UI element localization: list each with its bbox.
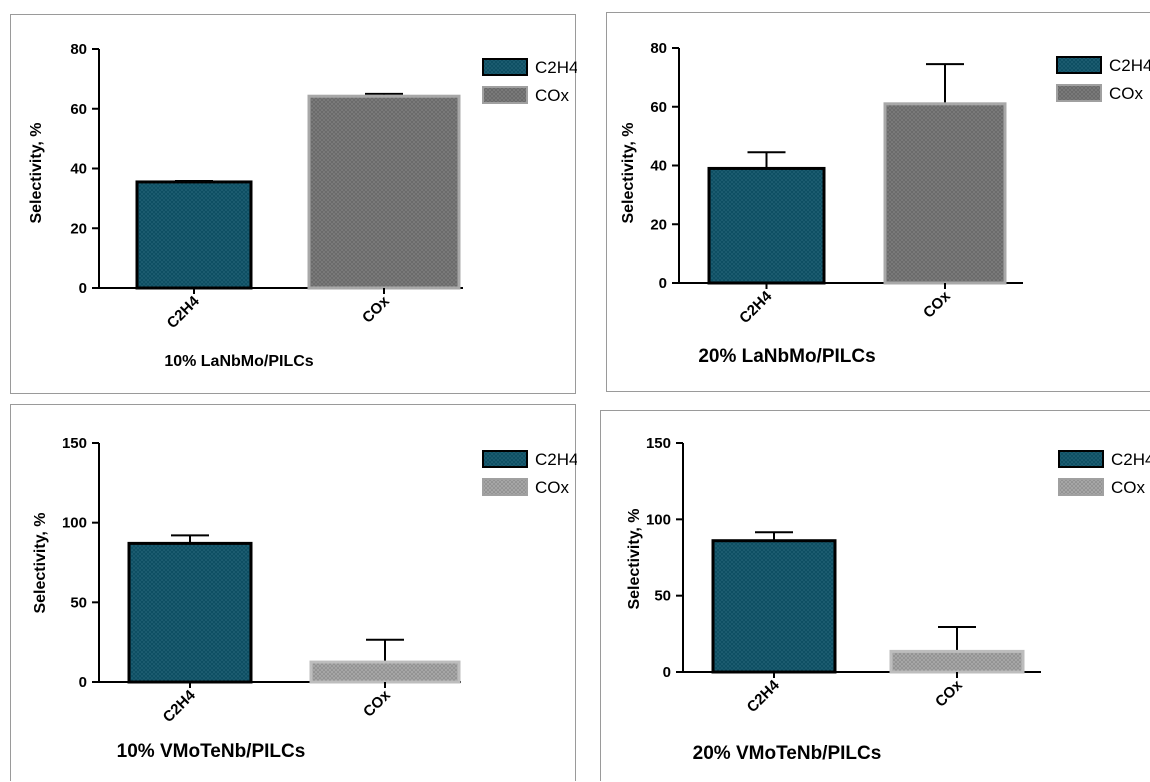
legend-swatch: [1056, 84, 1102, 102]
y-axis-label: Selectivity, %: [620, 122, 637, 223]
y-axis-label: Selectivity, %: [28, 122, 45, 223]
bar-c2h4: [127, 541, 253, 684]
legend-swatch: [1058, 478, 1104, 496]
y-tick-label: 80: [650, 40, 667, 57]
y-tick-label: 60: [70, 101, 87, 118]
x-tick-label: C2H4: [744, 676, 784, 716]
legend-label: COx: [1111, 478, 1146, 497]
bar-cox: [307, 94, 461, 290]
y-tick-label: 150: [646, 435, 671, 452]
chart-title: 20% LaNbMo/PILCs: [698, 346, 875, 367]
legend-label: COx: [1109, 84, 1144, 103]
y-axis-label: Selectivity, %: [32, 512, 49, 613]
y-tick-label: 50: [70, 594, 87, 611]
x-tick-label: COx: [920, 287, 954, 321]
x-tick-label: COx: [359, 292, 393, 326]
y-tick-label: 20: [70, 220, 87, 237]
legend-swatch: [1058, 450, 1104, 468]
legend-label: COx: [535, 478, 570, 497]
legend-label: C2H4: [1111, 450, 1150, 469]
y-tick-label: 0: [663, 664, 671, 681]
y-tick-label: 50: [654, 588, 671, 605]
chart-svg: 0 50 100 150 C2H4 COx Selectivity, % 10% VMoTeN…: [32, 435, 577, 762]
chart-panel-4: 0 50 100 150 C2H4 COx Selectivity, % 20% VMoTeN…: [600, 410, 1150, 781]
chart-panel-3: 0 50 100 150 C2H4 COx Selectivity, % 10% VMoTeN…: [10, 404, 577, 781]
legend-swatch: [482, 478, 528, 496]
chart-svg: 0 20 40 60 80 C2H4 COx Selectivity, % 20% LaNbMo…: [620, 40, 1150, 367]
x-tick-label: C2H4: [736, 287, 776, 327]
bar-cox: [309, 660, 461, 684]
bar-cox: [883, 102, 1007, 285]
chart-panel-2: 0 20 40 60 80 C2H4 COx Selectivity, % 20% LaNbMo…: [606, 12, 1150, 392]
chart-title: 10% VMoTeNb/PILCs: [117, 741, 306, 762]
y-tick-label: 40: [650, 158, 667, 175]
x-tick-label: C2H4: [164, 292, 204, 332]
y-tick-label: 80: [70, 41, 87, 58]
legend-swatch: [1056, 56, 1102, 74]
chart-panel-1: 0 20 40 60 80 C2H4 COx Selectivity, % 10% LaNbMo…: [10, 14, 577, 394]
legend-label: C2H4: [535, 58, 577, 77]
y-tick-label: 0: [79, 280, 87, 297]
y-tick-label: 0: [79, 674, 87, 691]
y-axis-label: Selectivity, %: [626, 508, 643, 609]
legend-label: C2H4: [1109, 56, 1150, 75]
chart-svg: 0 20 40 60 80 C2H4 COx Selectivity, % 10% LaNbMo…: [28, 41, 577, 370]
legend-label: COx: [535, 86, 570, 105]
y-tick-label: 60: [650, 99, 667, 116]
legend-swatch: [482, 86, 528, 104]
y-tick-label: 40: [70, 161, 87, 178]
y-tick-label: 0: [659, 275, 667, 292]
chart-title: 10% LaNbMo/PILCs: [164, 353, 313, 370]
y-tick-label: 100: [646, 511, 671, 528]
y-tick-label: 150: [62, 435, 87, 452]
bar-c2h4: [711, 539, 837, 674]
bar-cox: [889, 649, 1025, 674]
x-tick-label: C2H4: [160, 686, 200, 726]
x-tick-label: COx: [932, 676, 966, 710]
chart-title: 20% VMoTeNb/PILCs: [693, 743, 882, 764]
chart-svg: 0 50 100 150 C2H4 COx Selectivity, % 20% VMoTeN…: [626, 435, 1150, 764]
x-tick-label: COx: [360, 686, 394, 720]
y-tick-label: 20: [650, 216, 667, 233]
legend-swatch: [482, 58, 528, 76]
y-tick-label: 100: [62, 515, 87, 532]
legend-swatch: [482, 450, 528, 468]
bar-c2h4: [707, 166, 826, 285]
bar-c2h4: [135, 180, 253, 290]
legend-label: C2H4: [535, 450, 577, 469]
